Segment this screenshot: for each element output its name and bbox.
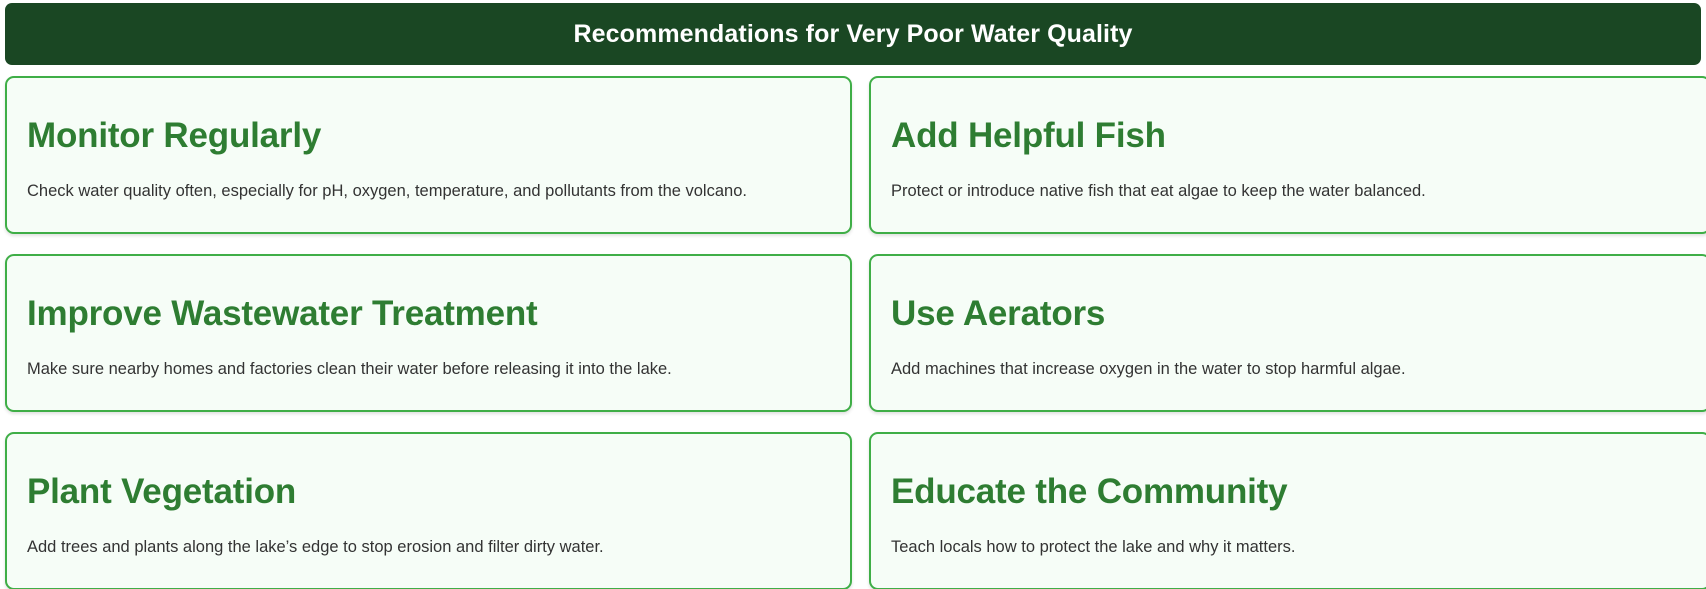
card-title: Educate the Community	[891, 472, 1288, 511]
recommendation-grid: Monitor Regularly Check water quality of…	[5, 76, 1706, 589]
card-title: Use Aerators	[891, 294, 1106, 333]
page-title: Recommendations for Very Poor Water Qual…	[573, 19, 1133, 48]
card-description: Add trees and plants along the lake’s ed…	[27, 538, 604, 556]
recommendation-card-monitor-regularly: Monitor Regularly Check water quality of…	[5, 76, 852, 234]
recommendation-card-improve-wastewater-treatment: Improve Wastewater Treatment Make sure n…	[5, 254, 852, 412]
card-title: Monitor Regularly	[27, 116, 322, 155]
header-bar: Recommendations for Very Poor Water Qual…	[5, 3, 1701, 65]
card-description: Make sure nearby homes and factories cle…	[27, 360, 672, 378]
recommendation-card-add-helpful-fish: Add Helpful Fish Protect or introduce na…	[869, 76, 1706, 234]
card-title: Plant Vegetation	[27, 472, 297, 511]
card-description: Teach locals how to protect the lake and…	[891, 538, 1296, 556]
recommendation-card-educate-the-community: Educate the Community Teach locals how t…	[869, 432, 1706, 589]
card-description: Protect or introduce native fish that ea…	[891, 182, 1426, 200]
card-description: Check water quality often, especially fo…	[27, 182, 747, 200]
card-title: Add Helpful Fish	[891, 116, 1166, 155]
card-title: Improve Wastewater Treatment	[27, 294, 538, 333]
card-description: Add machines that increase oxygen in the…	[891, 360, 1406, 378]
recommendation-card-plant-vegetation: Plant Vegetation Add trees and plants al…	[5, 432, 852, 589]
recommendation-card-use-aerators: Use Aerators Add machines that increase …	[869, 254, 1706, 412]
